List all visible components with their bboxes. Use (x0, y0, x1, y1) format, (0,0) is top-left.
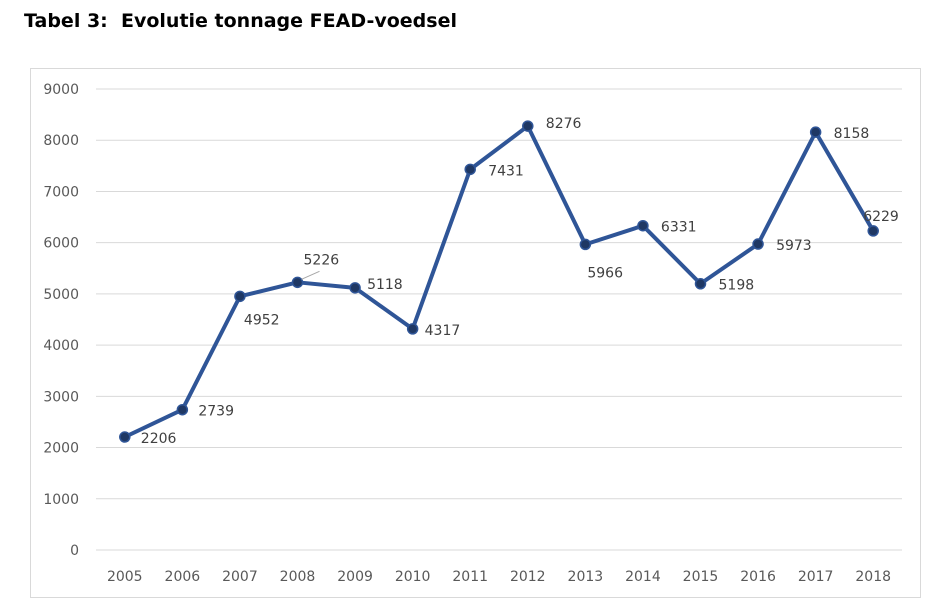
data-label: 5973 (776, 238, 812, 254)
x-axis-ticks: 2005 2006 2007 2008 2009 2010 2011 2012 2013 2014… (107, 569, 891, 585)
y-tick-label: 7000 (43, 184, 79, 200)
data-label: 5198 (719, 278, 755, 294)
data-labels: 2206 2739 4952 5226 5118 4317 7431 8276 5966 6331… (141, 116, 899, 447)
x-tick-label: 2008 (280, 569, 316, 585)
data-label: 5966 (587, 265, 623, 281)
series-line-path (122, 124, 876, 440)
y-axis-ticks: 0 1000 2000 3000 4000 5000 6000 7000 8000 9000 (43, 82, 79, 559)
y-tick-label: 4000 (43, 338, 79, 354)
y-tick-label: 3000 (43, 389, 79, 405)
data-label: 2739 (198, 404, 234, 420)
grid-lines (96, 88, 902, 551)
x-tick-label: 2016 (740, 569, 776, 585)
x-tick-label: 2015 (683, 569, 719, 585)
data-point (867, 225, 879, 237)
data-label: 6331 (661, 220, 697, 236)
data-label: 8158 (834, 126, 870, 142)
data-point (637, 219, 649, 232)
y-tick-label: 5000 (43, 287, 79, 303)
data-label: 5226 (304, 252, 340, 268)
data-label: 8276 (546, 116, 582, 132)
data-point (464, 163, 476, 176)
data-label: 2206 (141, 431, 177, 447)
x-tick-label: 2018 (855, 569, 891, 585)
data-label-leader (301, 270, 320, 280)
data-point (579, 238, 592, 251)
data-point (176, 403, 189, 416)
data-label: 4317 (425, 323, 461, 339)
data-label: 7431 (488, 163, 524, 179)
data-point (522, 120, 534, 132)
data-point (291, 276, 304, 289)
x-tick-label: 2009 (337, 569, 373, 585)
x-tick-label: 2014 (625, 569, 661, 585)
data-label: 6229 (863, 209, 899, 225)
y-tick-label: 8000 (43, 133, 79, 149)
x-tick-label: 2013 (568, 569, 604, 585)
x-tick-label: 2005 (107, 569, 143, 585)
data-point (694, 277, 707, 290)
y-tick-label: 1000 (43, 492, 79, 508)
series-markers (119, 120, 879, 443)
data-point (119, 431, 131, 443)
x-tick-label: 2012 (510, 569, 546, 585)
chart-frame (30, 68, 921, 598)
y-tick-label: 2000 (43, 441, 79, 457)
x-tick-label: 2017 (798, 569, 834, 585)
data-point (406, 323, 419, 335)
y-tick-label: 6000 (43, 236, 79, 252)
data-point (809, 126, 822, 138)
data-point (349, 282, 361, 294)
series-line (122, 124, 876, 440)
x-tick-label: 2006 (165, 569, 201, 585)
data-point (234, 290, 246, 303)
x-tick-label: 2010 (395, 569, 431, 585)
y-tick-label: 0 (70, 543, 79, 559)
x-tick-label: 2007 (222, 569, 258, 585)
data-point (752, 238, 764, 250)
data-label: 4952 (244, 312, 280, 328)
page-title: Tabel 3: Evolutie tonnage FEAD-voedsel (24, 10, 457, 32)
y-tick-label: 9000 (43, 82, 79, 98)
data-label: 5118 (367, 277, 403, 293)
x-tick-label: 2011 (452, 569, 488, 585)
